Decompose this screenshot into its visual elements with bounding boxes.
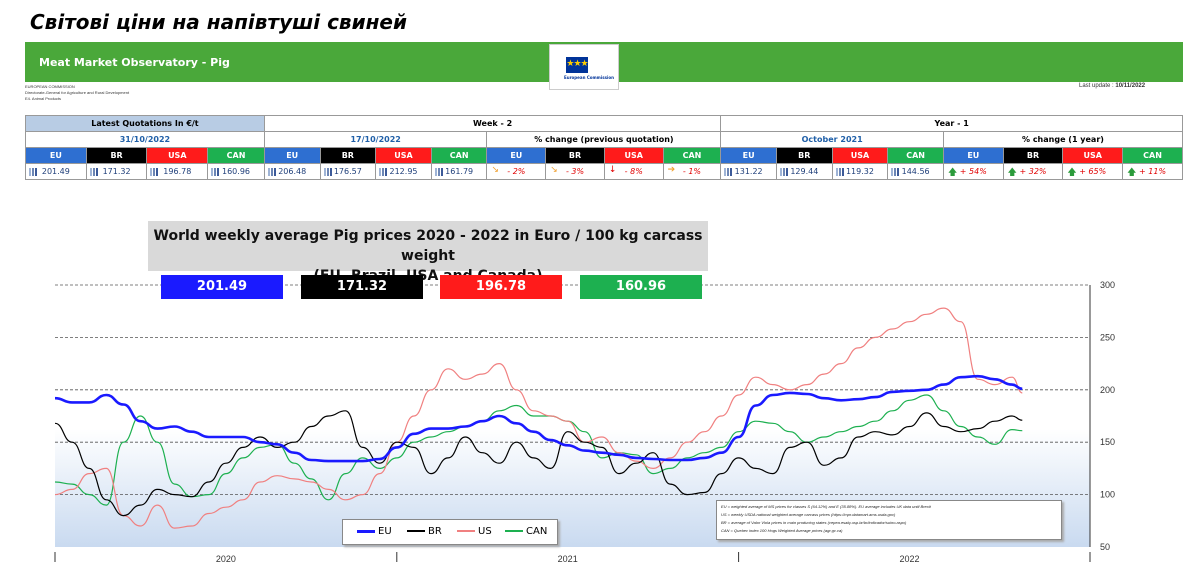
sub-line: EUROPEAN COMMISSION: [25, 84, 75, 89]
x-axis: 2020 2021 2022: [54, 552, 1091, 564]
note-line: BR = average of Valor Viola prices in ma…: [721, 520, 907, 525]
year-pct-can: 🡅 + 11%: [1122, 163, 1183, 180]
year-value-can: 144.56: [887, 163, 944, 180]
pct-text: - 3%: [565, 167, 585, 176]
country-usa: USA: [831, 147, 889, 164]
arrow-up-icon: 🡅: [1127, 168, 1137, 178]
country-eu: EU: [942, 147, 1004, 164]
european-commission-logo: ★★★ European Commission: [549, 44, 619, 90]
week-value-usa: 212.95: [375, 163, 432, 180]
banner-title: Meat Market Observatory - Pig: [39, 56, 230, 69]
legend-label: BR: [428, 526, 442, 537]
country-can: CAN: [430, 147, 488, 164]
current-value-usa: 196.78: [440, 275, 562, 299]
year-header: Year - 1: [720, 115, 1183, 132]
pct-text: + 65%: [1079, 167, 1107, 176]
pct-text: + 54%: [959, 167, 987, 176]
country-usa: USA: [375, 147, 432, 164]
arrow-right-icon: ➔: [667, 165, 676, 175]
latest-value-usa: 196.78: [146, 163, 209, 180]
y-tick-label: 150: [1100, 437, 1115, 447]
legend-can: CAN: [505, 526, 547, 537]
arrow-up-icon: 🡅: [1067, 168, 1077, 178]
last-update: Last update : 10/11/2022: [1079, 83, 1145, 89]
legend-label: EU: [378, 526, 392, 537]
x-tick-label: 2020: [216, 554, 236, 564]
y-tick-label: 200: [1100, 385, 1115, 395]
y-tick-label: 300: [1100, 280, 1115, 290]
x-tick-label: 2021: [558, 554, 578, 564]
pct-text: + 32%: [1019, 167, 1047, 176]
arrow-down-icon: ↘: [491, 165, 500, 175]
country-eu: EU: [720, 147, 777, 164]
week-pct-br: ↘ - 3%: [545, 163, 605, 180]
legend-br: BR: [407, 526, 442, 537]
week-value-br: 176.57: [319, 163, 377, 180]
note-line: CAN = Quebec index 100 Hogs Weighted Ave…: [721, 528, 843, 533]
country-br: BR: [85, 147, 148, 164]
legend-us: US: [457, 526, 492, 537]
commission-sub-lines: EUROPEAN COMMISSION Directorate-General …: [25, 84, 129, 102]
current-value-br: 171.32: [301, 275, 423, 299]
arrow-up-icon: 🡅: [1007, 168, 1017, 178]
y-axis: 50 100 150 200 250 300: [1089, 280, 1115, 552]
latest-value-can: 160.96: [207, 163, 265, 180]
legend-eu: EU: [357, 526, 392, 537]
chart-legend: EU BR US CAN: [342, 519, 558, 545]
year-pct-eu: 🡅 + 54%: [942, 163, 1004, 180]
y-tick-label: 250: [1100, 332, 1115, 342]
legend-label: US: [478, 526, 492, 537]
chart-title: World weekly average Pig prices 2020 - 2…: [153, 228, 703, 264]
week-header: Week - 2: [263, 115, 722, 132]
arrow-down-icon: ↓: [608, 165, 617, 175]
pct-text: + 11%: [1139, 167, 1167, 176]
country-can: CAN: [207, 147, 265, 164]
week-value-can: 161.79: [430, 163, 488, 180]
last-update-label: Last update :: [1079, 83, 1114, 89]
country-br: BR: [1002, 147, 1064, 164]
country-can: CAN: [887, 147, 944, 164]
current-value-eu: 201.49: [161, 275, 283, 299]
last-update-value: 10/11/2022: [1115, 83, 1146, 89]
country-eu: EU: [25, 147, 87, 164]
y-tick-label: 50: [1100, 542, 1110, 552]
eu-flag-icon: ★★★: [566, 57, 589, 73]
country-can: CAN: [662, 147, 722, 164]
chart-title-box: World weekly average Pig prices 2020 - 2…: [148, 221, 708, 284]
sub-line: Directorate-General for Agriculture and …: [25, 90, 130, 95]
arrow-up-icon: 🡅: [947, 168, 958, 178]
latest-value-eu: 201.49: [25, 163, 87, 180]
current-value-can: 160.96: [580, 275, 702, 299]
pct-text: - 8%: [624, 167, 643, 176]
series-line-can: [54, 394, 1023, 506]
x-tick-label: 2022: [899, 554, 919, 564]
year-pct-usa: 🡅 + 65%: [1062, 163, 1124, 180]
pct-text: - 2%: [507, 167, 526, 176]
country-eu: EU: [486, 147, 547, 164]
country-br: BR: [319, 147, 377, 164]
series-line-us: [54, 307, 1023, 529]
methodology-notes: EU = weighted average of MS prices for c…: [716, 500, 1062, 540]
series-line-eu: [54, 374, 1023, 463]
logo-text: European Commission: [564, 75, 614, 80]
week-pct-usa: ↓ - 8%: [603, 163, 664, 180]
note-line: US = weekly USDA national weighted avera…: [721, 512, 896, 517]
y-tick-label: 100: [1100, 490, 1115, 500]
page-title: Світові ціни на напівтуші свиней: [30, 10, 408, 34]
legend-label: CAN: [526, 526, 548, 537]
latest-value-br: 171.32: [85, 163, 148, 180]
week-pct-can: ➔ - 1%: [662, 163, 722, 180]
series: [54, 307, 1023, 529]
week-value-eu: 206.48: [263, 163, 321, 180]
sub-line: E4. Animal Products: [25, 96, 62, 101]
arrow-down-icon: ↘: [550, 165, 558, 175]
observatory-banner: Meat Market Observatory - Pig ★★★ Europe…: [25, 42, 1183, 90]
quotations-table: Latest Quotations In €/t Week - 2 Year -…: [25, 115, 1184, 180]
note-line: EU = weighted average of MS prices for c…: [721, 504, 931, 509]
latest-quotations-header: Latest Quotations In €/t: [25, 115, 265, 132]
series-line-br: [54, 410, 1023, 517]
year-pct-br: 🡅 + 32%: [1002, 163, 1064, 180]
pct-text: - 1%: [682, 167, 702, 176]
